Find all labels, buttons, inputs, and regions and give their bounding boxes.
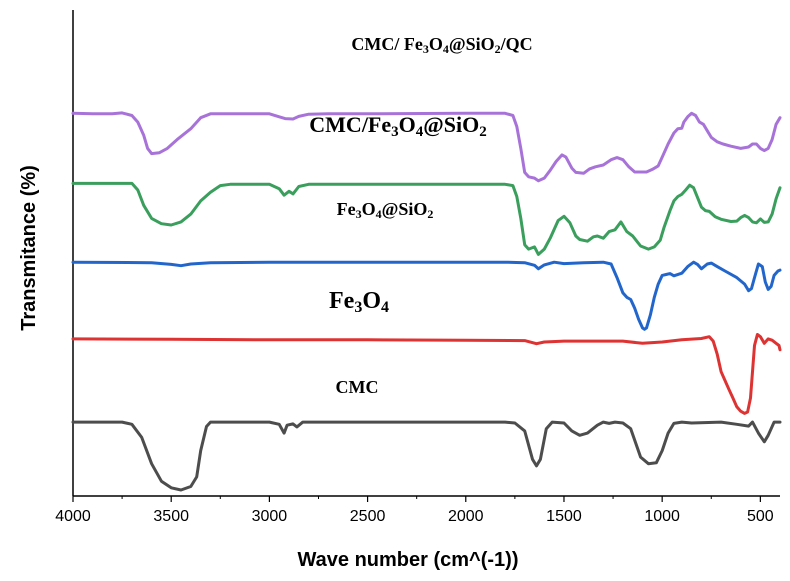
series-label-1: Fe3O4 [329, 288, 389, 316]
x-tick-label: 4000 [55, 508, 91, 525]
label-text: Fe [329, 288, 355, 314]
x-tick-label: 1000 [644, 508, 680, 525]
label-subscript: 4 [416, 124, 424, 140]
series-label-2: Fe3O4@SiO2 [337, 199, 434, 221]
label-subscript: 3 [354, 299, 362, 316]
label-subscript: 4 [376, 207, 382, 221]
series-line-4 [71, 111, 782, 183]
label-text: @SiO [423, 112, 479, 137]
x-tick-label: 3000 [252, 508, 288, 525]
label-subscript: 3 [391, 124, 399, 140]
label-subscript: 4 [381, 299, 389, 316]
label-text: O [362, 199, 376, 219]
series-line-1 [71, 333, 782, 415]
series-line-0 [71, 420, 782, 492]
label-subscript: 3 [423, 42, 429, 56]
x-tick-label: 2000 [448, 508, 484, 525]
series-line-2 [71, 260, 782, 331]
label-text: Fe [337, 199, 356, 219]
label-text: O [399, 112, 416, 137]
x-axis-ticks: 4000 3500 3000 2500 2000 1500 1000 500 [55, 496, 774, 525]
label-subscript: 4 [443, 42, 449, 56]
series-layer [71, 111, 782, 492]
label-text: CMC [336, 377, 379, 397]
label-subscript: 3 [356, 207, 362, 221]
label-text: O [362, 288, 381, 314]
label-text: O [429, 34, 443, 54]
x-tick-label: 500 [747, 508, 774, 525]
x-axis-title: Wave number (cm^(-1)) [298, 549, 519, 571]
y-axis-title: Transmitance (%) [18, 165, 40, 331]
label-subscript: 2 [479, 124, 487, 140]
label-text: CMC/Fe [309, 112, 391, 137]
label-subscript: 2 [427, 207, 433, 221]
series-line-3 [71, 181, 782, 256]
series-label-0: CMC [336, 377, 379, 397]
label-text: @SiO [449, 34, 495, 54]
label-text: /QC [500, 34, 533, 54]
label-text: CMC/ Fe [351, 34, 422, 54]
x-tick-label: 3500 [153, 508, 189, 525]
label-text: @SiO [382, 199, 428, 219]
series-label-4: CMC/ Fe3O4@SiO2/QC [351, 34, 532, 56]
label-subscript: 2 [495, 42, 501, 56]
x-tick-label: 1500 [546, 508, 582, 525]
series-label-3: CMC/Fe3O4@SiO2 [309, 112, 486, 140]
x-tick-label: 2500 [350, 508, 386, 525]
